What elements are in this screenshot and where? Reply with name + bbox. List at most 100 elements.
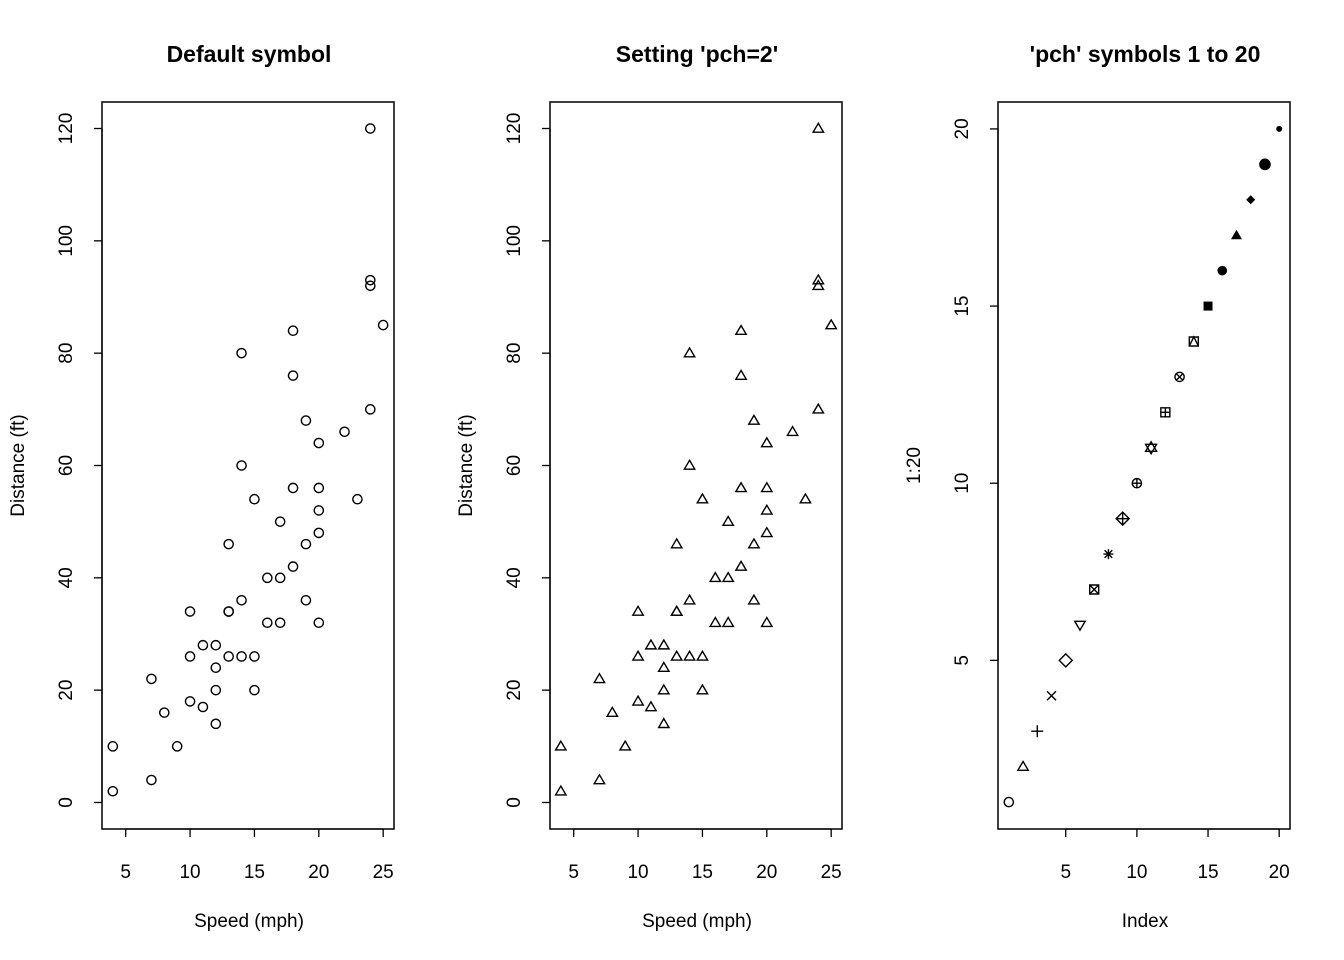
x-tick-label: 25 [373, 862, 394, 883]
data-point [734, 369, 748, 380]
data-point [708, 616, 722, 628]
y-tick-label: 80 [56, 343, 77, 364]
data-point [274, 572, 286, 584]
data-point [1276, 125, 1283, 132]
data-point [300, 415, 312, 426]
data-point [631, 604, 645, 616]
data-point [184, 696, 196, 707]
y-tick-label: 0 [504, 797, 525, 808]
data-point [184, 651, 196, 662]
data-point [287, 325, 299, 337]
data-point [287, 561, 299, 572]
data-point [1188, 335, 1200, 347]
data-point [1103, 549, 1114, 560]
y-tick-label: 40 [504, 567, 525, 588]
data-point [236, 594, 247, 606]
data-point [262, 617, 273, 629]
x-tick-label: 10 [179, 862, 200, 883]
y-tick-label: 60 [504, 455, 525, 476]
data-point [683, 346, 696, 358]
y-tick-label: 20 [952, 118, 973, 139]
x-tick-label: 20 [1269, 862, 1290, 883]
data-point [197, 701, 209, 713]
data-point [1246, 195, 1256, 205]
x-tick-label: 5 [568, 862, 579, 883]
data-point [811, 279, 825, 291]
data-point [696, 649, 709, 661]
data-point [721, 571, 735, 583]
data-point [1046, 690, 1057, 701]
plot-frame [101, 101, 395, 830]
data-point [1073, 620, 1087, 632]
y-axis-label: Distance (ft) [8, 414, 29, 516]
chart-panel-2: Setting 'pch=2' 5 10 15 20 25 0 20 40 60 80 100 120 S… [456, 41, 843, 932]
data-point [146, 673, 157, 685]
data-point [197, 639, 209, 651]
data-point [721, 616, 735, 628]
data-point [274, 516, 286, 527]
data-point [760, 526, 774, 538]
data-point [1003, 796, 1015, 808]
data-point [593, 773, 606, 785]
data-point [377, 319, 389, 331]
data-point [107, 741, 119, 752]
data-point [696, 492, 709, 504]
data-point [223, 538, 234, 550]
data-point [210, 662, 222, 673]
data-point [184, 606, 196, 617]
data-point [1131, 477, 1143, 489]
chart-panel-1: Default symbol 5 10 15 20 25 0 20 40 60 80 100 120 Sp… [8, 41, 395, 932]
y-tick-label: 5 [952, 655, 973, 666]
data-point [1031, 725, 1044, 738]
data-point [747, 537, 761, 549]
data-point [824, 318, 838, 330]
data-point [262, 572, 273, 584]
data-point [339, 426, 350, 438]
data-points [554, 121, 838, 796]
y-tick-label: 20 [56, 680, 77, 701]
data-point [313, 617, 325, 629]
data-point [644, 638, 658, 650]
data-point [1088, 584, 1100, 595]
data-point [670, 537, 684, 549]
data-point [644, 700, 658, 712]
y-tick-label: 80 [504, 343, 525, 364]
data-point [171, 741, 183, 752]
data-point [313, 437, 325, 449]
x-tick-label: 20 [308, 862, 329, 883]
data-point [365, 123, 376, 134]
data-point [210, 718, 222, 730]
data-point [210, 639, 222, 651]
data-point [1230, 229, 1242, 240]
x-tick-label: 20 [756, 862, 777, 883]
data-point [670, 649, 684, 661]
data-points [1003, 125, 1283, 808]
y-tick-label: 120 [56, 113, 77, 145]
data-point [146, 774, 157, 786]
data-point [236, 460, 247, 471]
data-point [1217, 265, 1228, 276]
data-point [1203, 301, 1213, 311]
data-point [1144, 440, 1158, 456]
data-point [1259, 158, 1271, 171]
plot-frame [549, 101, 843, 830]
data-point [760, 503, 774, 515]
chart-panel-3: 'pch' symbols 1 to 20 5 10 15 20 5 10 15 20 Index… [904, 41, 1291, 932]
y-axis-label: 1:20 [904, 447, 925, 484]
plot-frame [997, 101, 1291, 830]
data-point [811, 402, 825, 414]
data-point [223, 651, 234, 662]
data-point [670, 604, 684, 616]
data-point [799, 492, 812, 504]
data-point [786, 425, 799, 437]
data-point [365, 404, 376, 415]
chart-title: 'pch' symbols 1 to 20 [1030, 41, 1261, 67]
y-tick-label: 10 [952, 473, 973, 494]
data-point [657, 717, 671, 729]
data-point [734, 481, 748, 493]
data-point [605, 706, 619, 717]
data-point [734, 324, 748, 336]
data-point [249, 684, 260, 696]
x-axis-label: Index [1122, 911, 1169, 932]
